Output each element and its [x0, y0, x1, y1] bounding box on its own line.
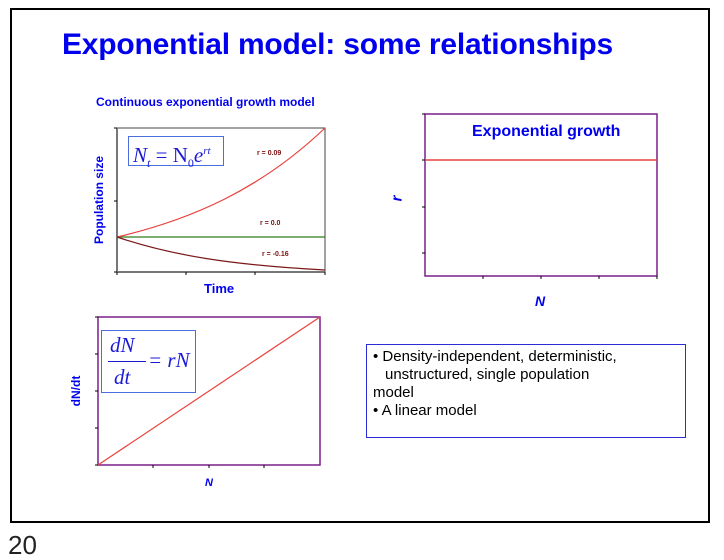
eq-sub-t: t — [147, 156, 151, 171]
chart-r-vs-n — [422, 113, 658, 279]
eq-fraction-bar — [108, 361, 146, 362]
chart1-x-axis-label: Time — [204, 281, 235, 296]
bullet-line: unstructured, single population — [385, 366, 590, 383]
chart-dndt-vs-n — [95, 316, 321, 468]
chart2-y-axis-label: r — [388, 195, 406, 202]
eq-numerator: dN — [110, 333, 135, 357]
eq-exp-rt: rt — [203, 145, 211, 157]
bullet-line: • A linear model — [373, 402, 477, 419]
eq-sub-0: 0 — [187, 156, 194, 171]
series-label-r-pos: r = 0.09 — [257, 150, 282, 157]
exponential-equation-box: Nt = N0ert — [128, 136, 224, 170]
chart3-y-axis-label: dN/dt — [69, 375, 83, 407]
chart2-title: Exponential growth — [472, 123, 621, 140]
chart-growth-curves — [114, 127, 326, 275]
eq-denominator: dt — [114, 365, 131, 389]
eq-equals-n: = N — [150, 143, 188, 167]
chart1-title: Continuous exponential growth model — [96, 95, 315, 109]
page-number: 20 — [8, 530, 37, 560]
series-label-r-zero: r = 0.0 — [260, 220, 281, 227]
bullet-line: model — [373, 384, 414, 401]
series-label-r-neg: r = -0.16 — [262, 251, 289, 258]
bullet-line: • Density-independent, deterministic, — [373, 348, 617, 365]
description-box: • Density-independent, deterministic, un… — [366, 344, 686, 438]
chart2-x-axis-label: N — [535, 293, 546, 309]
chart1-y-axis-label: Population size — [92, 156, 106, 245]
eq-e: e — [193, 143, 204, 167]
slide-title: Exponential model: some relationships — [62, 28, 614, 61]
derivative-equation-box: dN dt = rN — [101, 330, 196, 393]
eq-rhs: = rN — [148, 348, 190, 372]
eq-n: N — [133, 143, 148, 167]
chart3-x-axis-label: N — [205, 477, 213, 489]
